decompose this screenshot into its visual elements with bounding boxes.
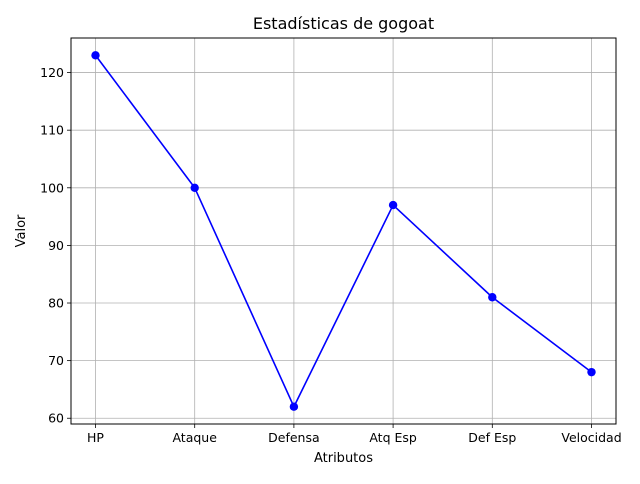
data-point-ataque — [190, 183, 199, 192]
axis-ticks: HP Ataque Defensa Atq Esp Def Esp Velocidad 60… — [40, 65, 622, 445]
chart-title: Estadísticas de gogoat — [253, 14, 434, 33]
plot-frame — [70, 37, 617, 425]
y-tick-label: 70 — [48, 353, 64, 368]
y-tick-label: 60 — [48, 411, 64, 426]
data-point-atq-esp — [388, 200, 398, 210]
y-tick-label: 100 — [40, 180, 64, 195]
x-axis-label: Atributos — [314, 451, 373, 466]
data-point-def-esp — [488, 293, 497, 302]
x-tick-label: Velocidad — [561, 430, 621, 445]
y-tick-label: 120 — [40, 65, 64, 80]
y-tick-label: 80 — [48, 296, 64, 311]
series-line — [91, 51, 596, 411]
y-axis-label: Valor — [14, 214, 29, 247]
x-tick-label: Ataque — [172, 430, 217, 445]
data-point-hp — [91, 51, 100, 60]
x-tick-label: Def Esp — [468, 430, 516, 445]
x-tick-label: Defensa — [268, 430, 320, 445]
series-line — [94, 54, 592, 408]
data-point-defensa — [289, 402, 299, 411]
x-tick-label: HP — [87, 430, 104, 445]
y-tick-label: 110 — [40, 123, 64, 138]
data-point-velocidad — [587, 367, 596, 377]
x-tick-label: Atq Esp — [369, 430, 417, 445]
grid — [71, 38, 616, 424]
y-tick-label: 90 — [48, 238, 64, 253]
